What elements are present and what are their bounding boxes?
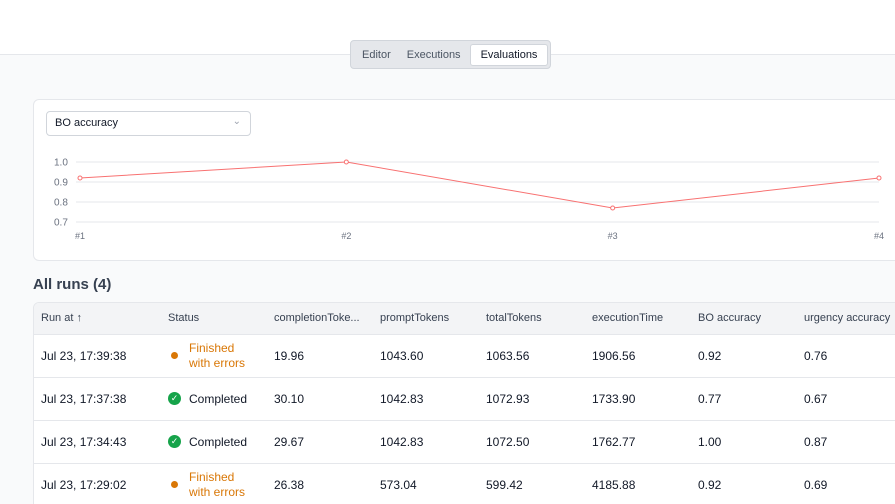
metric-select[interactable]: BO accuracy ⌄ <box>46 111 251 136</box>
urgency-accuracy-cell: 0.87 <box>797 419 895 463</box>
run-at-cell: Jul 23, 17:34:43 <box>34 419 161 463</box>
status-badge: Finished with errors <box>168 341 260 371</box>
status-text: Completed <box>189 434 248 449</box>
view-tabs: Editor Executions Evaluations <box>350 40 552 69</box>
col-status[interactable]: Status <box>161 303 267 334</box>
status-text: Finished with errors <box>189 340 246 370</box>
completion-tokens-cell: 26.38 <box>267 462 373 504</box>
table-row[interactable]: Jul 23, 17:34:43 ✓ Completed 29.67 1042.8… <box>34 419 895 463</box>
x-tick-label: #3 <box>608 231 618 241</box>
urgency-accuracy-cell: 0.67 <box>797 376 895 420</box>
total-tokens-cell: 1063.56 <box>479 333 585 377</box>
runs-table: Run at ↑ Status completionToke... prompt… <box>33 302 895 504</box>
completion-tokens-cell: 29.67 <box>267 419 373 463</box>
status-text: Completed <box>189 391 248 406</box>
col-execution-time[interactable]: executionTime <box>585 303 691 334</box>
data-point[interactable] <box>77 175 83 181</box>
x-tick-label: #4 <box>874 231 884 241</box>
run-at-cell: Jul 23, 17:29:02 <box>34 462 161 504</box>
prompt-tokens-cell: 573.04 <box>373 462 479 504</box>
total-tokens-cell: 1072.93 <box>479 376 585 420</box>
tab-executions[interactable]: Executions <box>406 48 461 61</box>
status-badge: ✓ Completed <box>168 435 260 449</box>
status-badge: Finished with errors <box>168 470 260 500</box>
chart-card: BO accuracy ⌄ 1.0 0.9 0.8 0.7 #1 #2 #3 #4 <box>33 99 895 261</box>
tab-editor[interactable]: Editor <box>362 48 391 61</box>
y-tick-label: 1.0 <box>54 158 68 169</box>
completion-tokens-cell: 19.96 <box>267 333 373 377</box>
check-circle-icon: ✓ <box>168 435 181 448</box>
total-tokens-cell: 1072.50 <box>479 419 585 463</box>
completion-tokens-cell: 30.10 <box>267 376 373 420</box>
table-header-row: Run at ↑ Status completionToke... prompt… <box>34 303 895 334</box>
x-tick-label: #2 <box>341 231 351 241</box>
execution-time-cell: 1762.77 <box>585 419 691 463</box>
prompt-tokens-cell: 1042.83 <box>373 376 479 420</box>
check-circle-icon: ✓ <box>168 392 181 405</box>
warning-icon <box>171 481 178 489</box>
y-tick-label: 0.7 <box>54 218 68 229</box>
x-tick-label: #1 <box>75 231 85 241</box>
bo-accuracy-cell: 1.00 <box>691 419 797 463</box>
data-point[interactable] <box>610 205 616 211</box>
status-badge: ✓ Completed <box>168 392 260 406</box>
data-point[interactable] <box>343 159 349 165</box>
urgency-accuracy-cell: 0.69 <box>797 462 895 504</box>
table-row[interactable]: Jul 23, 17:37:38 ✓ Completed 30.10 1042.8… <box>34 376 895 420</box>
tab-evaluations[interactable]: Evaluations <box>469 43 549 66</box>
run-at-cell: Jul 23, 17:37:38 <box>34 376 161 420</box>
bo-accuracy-cell: 0.77 <box>691 376 797 420</box>
y-tick-label: 0.8 <box>54 198 68 209</box>
col-prompt-tokens[interactable]: promptTokens <box>373 303 479 334</box>
prompt-tokens-cell: 1042.83 <box>373 419 479 463</box>
total-tokens-cell: 599.42 <box>479 462 585 504</box>
prompt-tokens-cell: 1043.60 <box>373 333 479 377</box>
series-line <box>79 161 880 209</box>
metric-select-value: BO accuracy <box>55 117 118 129</box>
runs-title: All runs (4) <box>33 276 112 293</box>
warning-icon <box>171 352 178 359</box>
chevron-down-icon: ⌄ <box>232 116 241 127</box>
data-point[interactable] <box>876 175 882 181</box>
col-completion-tokens[interactable]: completionToke... <box>267 303 373 334</box>
bo-accuracy-cell: 0.92 <box>691 333 797 377</box>
col-total-tokens[interactable]: totalTokens <box>479 303 585 334</box>
bo-accuracy-cell: 0.92 <box>691 462 797 504</box>
run-at-cell: Jul 23, 17:39:38 <box>34 333 161 377</box>
col-run-at[interactable]: Run at ↑ <box>34 303 161 334</box>
execution-time-cell: 1733.90 <box>585 376 691 420</box>
table-row[interactable]: Jul 23, 17:29:02 Finished with errors 26… <box>34 462 895 504</box>
status-text: Finished with errors <box>189 469 246 499</box>
urgency-accuracy-cell: 0.76 <box>797 333 895 377</box>
execution-time-cell: 1906.56 <box>585 333 691 377</box>
table-row[interactable]: Jul 23, 17:39:38 Finished with errors 19… <box>34 333 895 377</box>
execution-time-cell: 4185.88 <box>585 462 691 504</box>
y-tick-label: 0.9 <box>54 178 68 189</box>
col-urgency-accuracy[interactable]: urgency accuracy <box>797 303 895 334</box>
line-chart: 1.0 0.9 0.8 0.7 #1 #2 #3 #4 <box>54 158 884 242</box>
col-bo-accuracy[interactable]: BO accuracy <box>691 303 797 334</box>
